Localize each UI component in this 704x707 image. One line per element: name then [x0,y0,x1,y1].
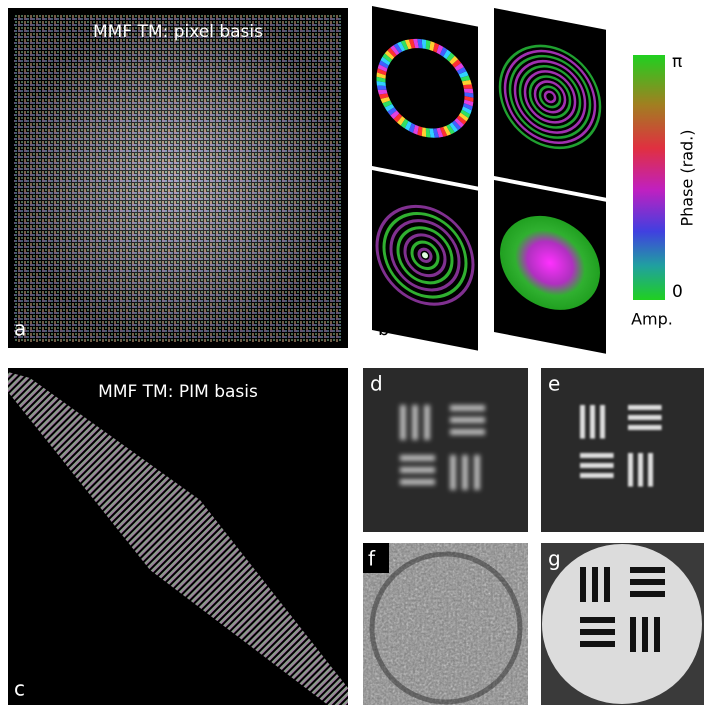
panel-e-label: e [548,372,560,396]
bar [654,617,660,652]
panel-e-bg [541,368,704,532]
panel-a-label: a [14,317,26,341]
bar [424,405,430,440]
bar [400,467,435,473]
bar [604,567,610,602]
pixel-matrix-shade [14,14,342,342]
bar [590,405,595,439]
panel-b-label: b [378,319,389,340]
bar [580,453,614,458]
bar [580,405,585,439]
bar [642,617,648,652]
bar [580,567,586,602]
bar [580,617,615,623]
bar [474,455,480,490]
mode-4 [494,180,606,354]
bar [462,455,468,490]
bar [630,567,665,573]
colorbar-axis-label: Phase (rad.) [678,130,697,227]
bar [628,453,633,487]
label-box [363,543,389,573]
colorbar-bottom-label: 0 [672,282,683,302]
mode-2 [494,8,606,198]
panel-c-title: MMF TM: PIM basis [98,382,258,402]
bar [580,641,615,647]
bar [630,591,665,597]
bar [450,417,485,423]
bar [580,629,615,635]
colorbar-top-label: π [672,52,682,72]
mode-1 [372,6,478,187]
panel-d-label: d [370,372,383,396]
bar [592,567,598,602]
bar [630,579,665,585]
panel-d-bg [363,368,528,532]
bar [630,617,636,652]
panel-a-title: MMF TM: pixel basis [93,22,263,42]
panel-g-label: g [548,547,561,571]
figure: MMF TM: pixel basis a π 0 Phase (rad.) A… [0,0,704,707]
bar [450,455,456,490]
panel-b: π 0 Phase (rad.) Amp. b [372,6,697,354]
panel-a: MMF TM: pixel basis a [8,8,348,348]
bar [628,415,662,420]
amplitude-label: Amp. [631,310,673,329]
target-disc [542,544,702,704]
panel-c-label: c [14,677,25,701]
panel-g: g [541,543,704,705]
page: {"panel_a": {"title": "MMF TM: pixel bas… [0,0,704,707]
panel-f-label: f [368,547,376,571]
panel-e: e [541,368,704,532]
colorbar [633,55,665,300]
panel-f: f [363,543,528,705]
bar [628,405,662,410]
bar [580,473,614,478]
panel-d: d [363,368,528,532]
bar [400,405,406,440]
bar [648,453,653,487]
panel-c: MMF TM: PIM basis c [8,368,348,705]
bar [580,463,614,468]
bar [628,425,662,430]
bar [412,405,418,440]
bar [450,405,485,411]
bar [400,479,435,485]
bar [450,429,485,435]
bar [600,405,605,439]
bar [638,453,643,487]
bar [400,455,435,461]
